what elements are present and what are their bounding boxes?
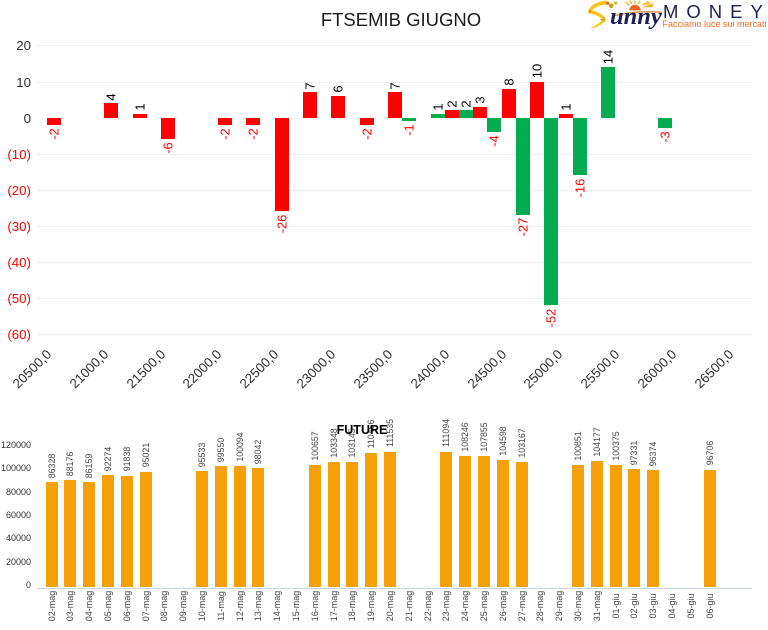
svg-text:Facciamo luce sui mercati: Facciamo luce sui mercati [663,19,767,29]
svg-text:unny: unny [610,3,662,30]
svg-text:MONEY: MONEY [663,1,768,22]
